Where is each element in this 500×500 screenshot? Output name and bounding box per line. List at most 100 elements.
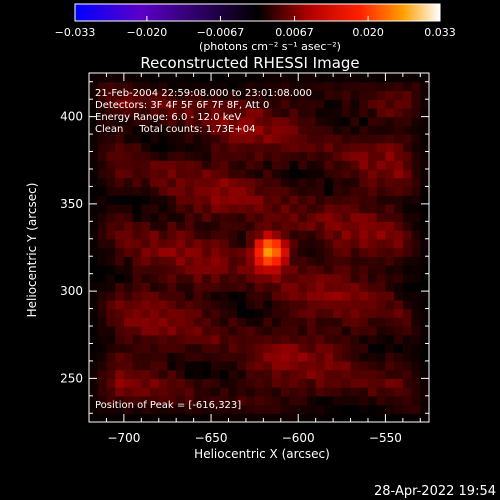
heatmap-cell <box>289 282 299 292</box>
heatmap-cell <box>167 134 177 144</box>
heatmap-cell <box>228 168 238 179</box>
heatmap-cell <box>394 395 404 406</box>
heatmap-cell <box>141 221 151 231</box>
heatmap-cell <box>402 73 413 83</box>
heatmap-cell <box>411 168 421 179</box>
heatmap-cell <box>123 107 134 118</box>
heatmap-cell <box>184 203 195 214</box>
heatmap-cell <box>376 186 387 196</box>
heatmap-cell <box>237 291 247 301</box>
heatmap-cell <box>298 186 308 196</box>
heatmap-cell <box>263 299 273 310</box>
heatmap-cell <box>315 387 325 397</box>
heatmap-cell <box>141 195 151 205</box>
heatmap-cell <box>359 221 369 231</box>
heatmap-cell <box>341 308 352 318</box>
heatmap-cell <box>367 238 378 249</box>
heatmap-cell <box>350 81 360 92</box>
heatmap-cell <box>333 308 343 318</box>
heatmap-cell <box>402 221 413 231</box>
heatmap-cell <box>280 116 291 126</box>
heatmap-cell <box>411 151 421 161</box>
heatmap-cell <box>237 256 247 266</box>
heatmap-cell <box>350 413 360 422</box>
heatmap-cell <box>184 317 195 327</box>
heatmap-cell <box>263 125 273 135</box>
heatmap-cell <box>97 291 108 301</box>
heatmap-cell <box>280 360 291 371</box>
heatmap-cell <box>359 160 369 170</box>
heatmap-cell <box>420 282 429 292</box>
heatmap-cell <box>333 369 343 379</box>
heatmap-cell <box>202 81 212 92</box>
heatmap-cell <box>132 387 142 397</box>
heatmap-cell <box>132 334 142 345</box>
heatmap-cell <box>176 378 186 388</box>
heatmap-cell <box>289 326 299 336</box>
heatmap-cell <box>97 116 108 126</box>
heatmap-cell <box>97 247 108 257</box>
heatmap-cell <box>237 177 247 188</box>
heatmap-cell <box>324 299 334 310</box>
heatmap-cell <box>394 107 404 118</box>
heatmap-cell <box>228 343 238 353</box>
heatmap-cell <box>394 160 404 170</box>
heatmap-cell <box>315 378 325 388</box>
heatmap-cell <box>376 413 387 422</box>
heatmap-cell <box>115 230 125 240</box>
heatmap-cell <box>115 360 125 371</box>
heatmap-cell <box>193 291 203 301</box>
heatmap-cell <box>97 203 108 214</box>
heatmap-cell <box>394 81 404 92</box>
heatmap-cell <box>193 177 203 188</box>
heatmap-cell <box>376 107 387 118</box>
heatmap-cell <box>132 238 142 249</box>
heatmap-cell <box>202 378 212 388</box>
heatmap-cell <box>298 90 308 100</box>
heatmap-cell <box>219 360 230 371</box>
heatmap-cell <box>341 116 352 126</box>
heatmap-cell <box>167 291 177 301</box>
heatmap-cell <box>245 308 256 318</box>
heatmap-cell <box>394 264 404 275</box>
heatmap-cell <box>376 116 387 126</box>
heatmap-cell <box>254 264 264 275</box>
heatmap-cell <box>123 203 134 214</box>
heatmap-cell <box>359 299 369 310</box>
heatmap-cell <box>106 343 116 353</box>
heatmap-cell <box>254 203 264 214</box>
heatmap-cell <box>394 195 404 205</box>
heatmap-cell <box>141 247 151 257</box>
heatmap-cell <box>280 413 291 422</box>
heatmap-cell <box>219 116 230 126</box>
heatmap-cell <box>420 134 429 144</box>
heatmap-cell <box>167 317 177 327</box>
heatmap-cell <box>394 134 404 144</box>
heatmap-cell <box>219 387 230 397</box>
heatmap-cell <box>115 99 125 109</box>
heatmap-cell <box>97 177 108 188</box>
heatmap-cell <box>420 352 429 362</box>
heatmap-cell <box>202 195 212 205</box>
heatmap-cell <box>237 343 247 353</box>
heatmap-cell <box>184 413 195 422</box>
y-tick-label: 350 <box>60 197 83 211</box>
heatmap-cell <box>184 256 195 266</box>
heatmap-cell <box>123 317 134 327</box>
heatmap-cell <box>115 160 125 170</box>
heatmap-cell <box>132 195 142 205</box>
heatmap-cell <box>315 264 325 275</box>
heatmap-cell <box>411 360 421 371</box>
heatmap-cell <box>324 404 334 414</box>
heatmap-cell <box>176 387 186 397</box>
heatmap-cell <box>176 81 186 92</box>
heatmap-cell <box>254 326 264 336</box>
heatmap-cell <box>420 160 429 170</box>
heatmap-cell <box>280 99 291 109</box>
heatmap-cell <box>150 395 160 406</box>
heatmap-cell <box>176 413 186 422</box>
heatmap-cell <box>306 81 317 92</box>
heatmap-cell <box>202 308 212 318</box>
heatmap-cell <box>167 90 177 100</box>
heatmap-cell <box>350 326 360 336</box>
